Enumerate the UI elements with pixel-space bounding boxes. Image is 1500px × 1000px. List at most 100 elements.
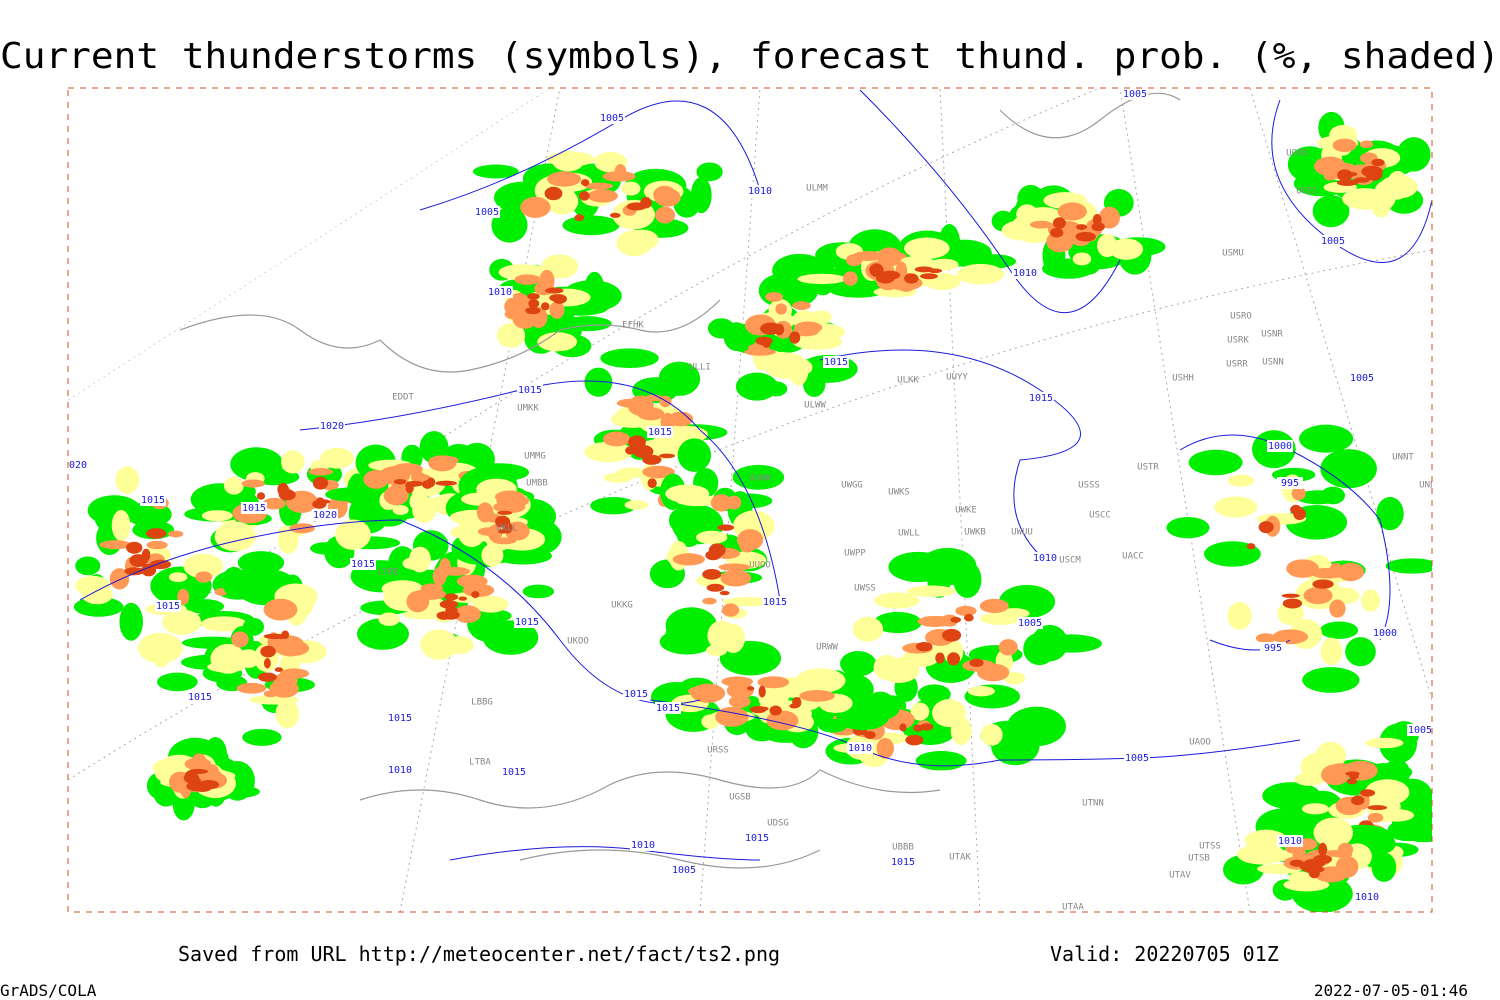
probability-shade (236, 682, 267, 694)
isobar-label: 995 (1264, 643, 1282, 654)
probability-shade (1371, 158, 1385, 167)
probability-shade (541, 302, 550, 311)
probability-shade (129, 554, 148, 567)
isobar-label-bg (630, 839, 656, 851)
station-label: EFHK (622, 321, 644, 331)
probability-shade (878, 657, 920, 684)
isobar-label-bg (623, 688, 649, 700)
probability-shade (1367, 805, 1388, 811)
probability-shade (522, 584, 555, 599)
station-label: USTR (1137, 463, 1159, 473)
isobar-label: 1010 (848, 743, 872, 754)
probability-shade (998, 639, 1018, 656)
probability-shade (1259, 849, 1290, 863)
probability-shade (876, 737, 895, 759)
probability-shade (621, 181, 641, 196)
probability-shade (242, 728, 282, 746)
probability-shade (1246, 543, 1256, 550)
station-label: USCC (1089, 511, 1111, 521)
probability-shade (672, 553, 705, 566)
isobar-label-bg (187, 691, 213, 703)
isobar-label: 1015 (1029, 393, 1053, 404)
probability-shade (1336, 179, 1358, 186)
isobar-label: 1005 (600, 113, 624, 124)
probability-shade (642, 454, 662, 465)
probability-shade (609, 212, 621, 218)
isobar-label-bg (1124, 752, 1150, 764)
probability-shade (1320, 449, 1377, 489)
probability-shade (184, 599, 225, 614)
isobar-label: 1015 (891, 857, 915, 868)
probability-shade (168, 530, 184, 538)
map-title: Current thunderstorms (symbols), forecas… (0, 36, 1500, 77)
probability-shade (263, 658, 271, 669)
isobar-label: 1010 (388, 765, 412, 776)
probability-shade (496, 323, 526, 348)
probability-shade (1023, 207, 1063, 225)
valid-time: Valid: 20220705 01Z (1050, 942, 1279, 966)
probability-shade (708, 543, 726, 557)
probability-shade (969, 658, 984, 668)
station-label: UGSB (729, 793, 751, 803)
probability-shade (647, 478, 657, 489)
isobar-label: 1010 (748, 186, 772, 197)
probability-shade (843, 271, 858, 286)
probability-shade (1166, 516, 1210, 539)
station-label: UWKE (955, 506, 977, 516)
probability-shade (1329, 828, 1352, 845)
probability-shade (929, 258, 959, 271)
probability-shade (241, 479, 265, 488)
probability-shade (383, 485, 409, 506)
isobar-label-bg (890, 856, 916, 868)
isobar-label-bg (68, 459, 88, 471)
probability-shade (696, 162, 723, 182)
probability-shade (1371, 852, 1397, 882)
probability-shade (420, 629, 458, 660)
station-label: EDDT (392, 393, 414, 403)
probability-shade (1272, 629, 1309, 645)
isobar-label: 1015 (242, 503, 266, 514)
isobar-label: 1005 (672, 865, 696, 876)
station-label: UTNN (1082, 799, 1104, 809)
probability-shade (967, 686, 995, 697)
probability-shade (913, 724, 923, 732)
probability-shade (721, 603, 740, 617)
probability-shade (864, 730, 876, 740)
isobar-label-bg (647, 426, 673, 438)
station-label: UUYY (946, 373, 968, 383)
probability-shade (442, 610, 460, 620)
isobar-label-bg (762, 596, 788, 608)
probability-shade (1072, 252, 1092, 266)
probability-shade (1385, 558, 1432, 574)
probability-shade (964, 613, 974, 622)
probability-shade (503, 522, 513, 534)
probability-shade (840, 651, 877, 677)
probability-shade (496, 496, 519, 505)
probability-shade (919, 723, 934, 731)
isobar-label: 1010 (1013, 268, 1037, 279)
probability-shade (632, 444, 654, 458)
probability-shade (1337, 169, 1353, 181)
probability-shade (799, 689, 835, 702)
probability-shade (1290, 504, 1302, 515)
probability-shade (111, 509, 131, 541)
station-label: UNBB (1419, 481, 1441, 491)
probability-shade (1337, 562, 1364, 582)
probability-shade (852, 616, 884, 642)
isobar-label-bg (319, 420, 345, 432)
probability-shade (915, 641, 933, 652)
isobar-label-bg (1028, 392, 1054, 404)
probability-shade (1076, 232, 1094, 242)
probability-shade (320, 447, 354, 469)
probability-shade (527, 293, 540, 300)
probability-shade (642, 465, 675, 479)
probability-shade (920, 273, 938, 280)
isobar-label-bg (1349, 372, 1375, 384)
probability-shade (426, 477, 436, 488)
isobar-label-bg (823, 356, 849, 368)
probability-shade (552, 150, 585, 172)
probability-shade (584, 182, 614, 190)
probability-shade (637, 407, 665, 421)
probability-shade (537, 332, 578, 352)
probability-shade (183, 553, 224, 579)
